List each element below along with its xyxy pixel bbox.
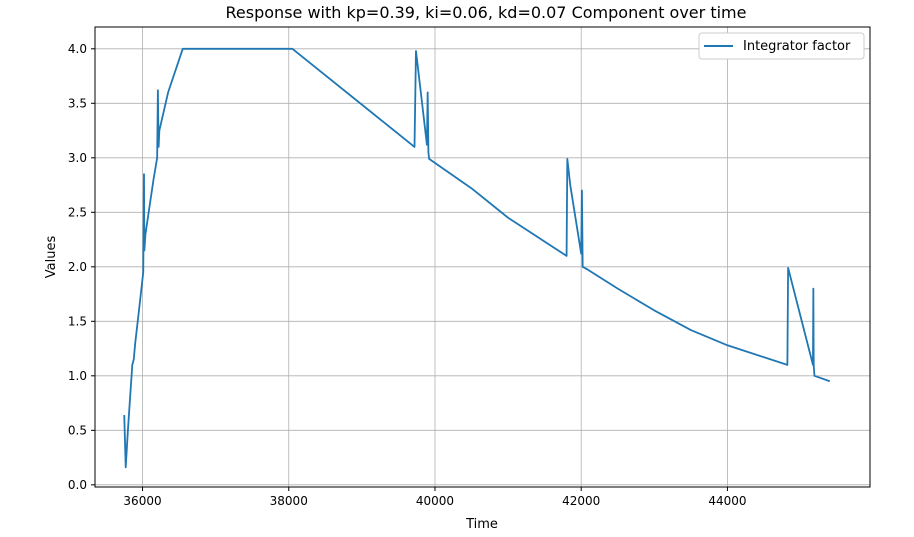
y-tick-label: 2.0	[68, 260, 87, 274]
y-tick-label: 3.0	[68, 151, 87, 165]
series-line	[123, 47, 831, 469]
y-axis-ticks: 0.0 0.5 1.0 1.5 2.0 2.5 3.0 3.5 4.0	[68, 42, 95, 492]
legend-box	[698, 32, 865, 60]
y-axis-label: Values	[44, 236, 59, 279]
x-tick-label: 42000	[562, 494, 600, 508]
x-tick-label: 36000	[123, 494, 161, 508]
grid	[95, 27, 870, 487]
legend-label: Integrator factor	[743, 39, 851, 54]
y-tick-label: 2.5	[68, 205, 87, 219]
series-layer	[123, 47, 831, 469]
x-axis-label: Time	[465, 517, 498, 532]
y-tick-label: 0.0	[68, 478, 87, 492]
chart-title: Response with kp=0.39, ki=0.06, kd=0.07 …	[226, 3, 747, 22]
x-tick-label: 38000	[270, 494, 308, 508]
y-tick-label: 4.0	[68, 42, 87, 56]
x-tick-label: 44000	[708, 494, 746, 508]
y-tick-label: 1.5	[68, 314, 87, 328]
plot-frame	[94, 26, 871, 488]
x-tick-label: 40000	[416, 494, 454, 508]
y-tick-label: 3.5	[68, 96, 87, 110]
y-tick-label: 1.0	[68, 369, 87, 383]
x-axis-ticks: 36000 38000 40000 42000 44000	[123, 487, 747, 508]
legend: Integrator factor	[698, 32, 865, 60]
y-tick-label: 0.5	[68, 423, 87, 437]
